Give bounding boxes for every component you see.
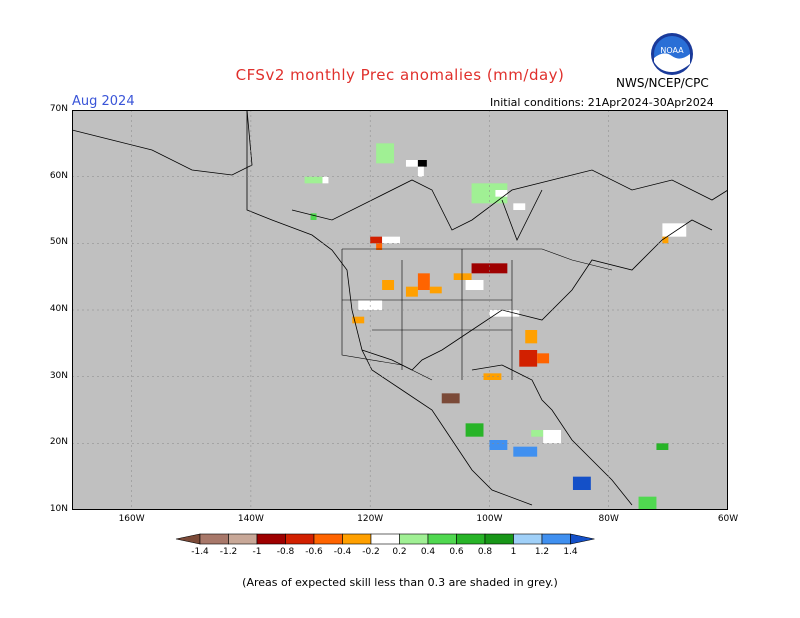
anomaly-cell [352, 316, 365, 324]
colorbar-tick-label: 1.4 [563, 547, 578, 557]
anomaly-cell [662, 236, 669, 244]
anomaly-cell [471, 263, 508, 274]
anomaly-cell [471, 183, 508, 204]
colorbar-tick-label: -1 [252, 547, 262, 557]
lat-tick-label: 20N [49, 437, 68, 448]
colorbar [175, 533, 595, 545]
anomaly-cell [405, 160, 418, 167]
initial-conditions: Initial conditions: 21Apr2024-30Apr2024 [490, 96, 714, 109]
anomaly-map [72, 110, 728, 510]
colorbar-swatch [399, 533, 429, 545]
lon-tick-label: 100W [476, 514, 503, 524]
colorbar-swatch [456, 533, 486, 545]
colorbar-tick-label: -0.8 [276, 547, 295, 557]
anomaly-cell [417, 273, 430, 290]
colorbar-swatch [342, 533, 372, 545]
colorbar-swatch [484, 533, 514, 545]
anomaly-cell [441, 393, 460, 404]
colorbar-swatch [370, 533, 400, 545]
lat-tick-label: 60N [49, 170, 68, 181]
lat-tick-label: 50N [49, 237, 68, 248]
anomaly-cell [322, 176, 329, 184]
map-background [72, 110, 728, 510]
colorbar-swatch [175, 533, 201, 545]
anomaly-cell [489, 310, 520, 317]
colorbar-swatch [256, 533, 286, 545]
anomaly-cell [662, 223, 687, 237]
colorbar-tick-label: -0.2 [362, 547, 380, 557]
agency-label: NWS/NCEP/CPC [616, 76, 709, 90]
anomaly-cell [376, 143, 395, 164]
anomaly-cell [429, 286, 442, 294]
lat-tick-label: 30N [49, 370, 68, 381]
colorbar-tick-label: 1.2 [534, 547, 550, 557]
lat-tick-label: 40N [49, 304, 68, 314]
colorbar-swatch [228, 533, 258, 545]
map-frame [72, 110, 728, 510]
anomaly-cell [382, 280, 395, 290]
colorbar-swatch [513, 533, 543, 545]
lon-tick-label: 60W [717, 514, 739, 524]
anomaly-cell [513, 446, 538, 457]
anomaly-cell [417, 166, 424, 177]
noaa-logo: NOAA [650, 32, 694, 80]
anomaly-cell [405, 286, 418, 297]
anomaly-cell [495, 190, 508, 197]
anomaly-cell [489, 440, 508, 450]
anomaly-cell [304, 176, 323, 184]
anomaly-cell [519, 350, 538, 367]
skill-footnote: (Areas of expected skill less than 0.3 a… [242, 576, 558, 589]
colorbar-swatch [313, 533, 343, 545]
colorbar-tick-label: 0.2 [392, 547, 407, 557]
anomaly-cell [376, 243, 383, 250]
anomaly-cell [537, 353, 550, 364]
anomaly-cell [417, 160, 427, 167]
graticule [72, 110, 728, 510]
logo-text: NOAA [660, 46, 684, 55]
anomaly-cell [453, 273, 472, 280]
colorbar-swatch [427, 533, 457, 545]
chart-title: CFSv2 monthly Prec anomalies (mm/day) [235, 66, 565, 84]
colorbar-swatch [570, 533, 595, 545]
lat-tick-label: 70N [49, 104, 68, 114]
anomaly-cell [310, 213, 317, 220]
anomaly-cell [656, 443, 669, 450]
anomaly-cells [304, 143, 687, 510]
anomaly-cell [543, 430, 562, 444]
anomaly-cell [465, 423, 484, 437]
lon-tick-label: 140W [237, 514, 264, 524]
colorbar-swatch [285, 533, 315, 545]
colorbar-tick-label: -0.4 [333, 547, 352, 557]
colorbar-tick-label: -1.2 [219, 547, 238, 557]
lon-tick-label: 160W [118, 514, 145, 524]
colorbar-tick-label: -1.4 [191, 547, 209, 557]
colorbar-tick-label: 0.8 [477, 547, 493, 557]
anomaly-cell [525, 330, 538, 344]
coastlines [72, 110, 728, 506]
anomaly-cell [638, 496, 657, 510]
anomaly-cell [513, 203, 526, 210]
anomaly-cell [382, 236, 400, 244]
lat-tick-label: 10N [49, 504, 68, 514]
colorbar-swatch [199, 533, 229, 545]
anomaly-cell [370, 236, 383, 244]
colorbar-tick-label: -0.6 [305, 547, 323, 557]
anomaly-cell [531, 430, 544, 437]
anomaly-cell [572, 476, 591, 490]
colorbar-tick-label: 0.6 [449, 547, 464, 557]
lon-tick-label: 120W [357, 514, 384, 524]
colorbar-swatch [541, 533, 571, 545]
lon-tick-label: 80W [598, 514, 619, 524]
target-month: Aug 2024 [72, 94, 135, 109]
colorbar-tick-label: 1 [510, 547, 517, 557]
anomaly-cell [465, 280, 484, 290]
colorbar-tick-label: 0.4 [420, 547, 436, 557]
